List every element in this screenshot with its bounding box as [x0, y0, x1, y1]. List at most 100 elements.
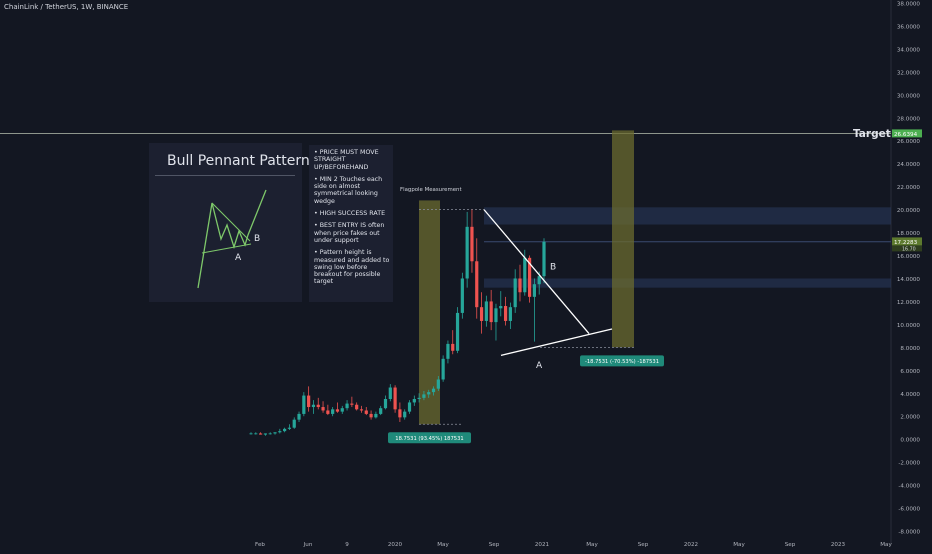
pennant-diagram: A B — [197, 189, 267, 289]
pennant-label-b: B — [550, 262, 556, 272]
x-tick-label: 2023 — [831, 542, 846, 548]
y-tick-label: 0.0000 — [900, 438, 920, 444]
target-label: Target — [853, 128, 891, 140]
pattern-title: Bull Pennant Pattern — [167, 153, 310, 169]
x-tick-label: 2021 — [535, 542, 550, 548]
candle-body — [532, 284, 536, 297]
pennant-diagram-upper-line — [211, 202, 251, 242]
candle-body — [273, 432, 277, 434]
y-tick-label: 16.0000 — [897, 254, 921, 260]
candle-body — [316, 404, 320, 408]
candle-body — [369, 413, 373, 418]
y-tick-label: 26.0000 — [897, 139, 921, 145]
y-tick-label: 12.0000 — [897, 300, 921, 306]
candle-body — [359, 409, 364, 411]
candle-body — [326, 410, 330, 414]
candle-body — [292, 419, 296, 428]
pattern-title-divider — [155, 175, 295, 176]
note-item: • HIGH SUCCESS RATE — [314, 210, 386, 218]
candle-body — [302, 395, 306, 414]
candle-body — [249, 433, 253, 435]
note-item: • Pattern height is measured and added t… — [314, 249, 390, 286]
notes-box: • PRICE MUST MOVE STRAIGHT UP/BEFOREHAND… — [309, 145, 393, 302]
candle-body — [259, 433, 263, 435]
candle-body — [345, 403, 349, 409]
measure-label-1: 18.7531 (93.45%) 187531 — [395, 436, 463, 442]
candle-body — [489, 301, 493, 323]
x-tick-label: Feb — [255, 542, 265, 548]
x-tick-label: Sep — [489, 542, 500, 548]
x-tick-label: 2022 — [684, 542, 698, 548]
y-tick-label: -6.0000 — [898, 507, 920, 513]
last-price-sub-tag-bg — [892, 245, 922, 252]
x-tick-label: 9 — [345, 542, 349, 548]
target-price-tag-bg — [892, 129, 922, 138]
x-tick-label: Sep — [785, 542, 796, 548]
candle-body — [283, 428, 287, 432]
y-tick-label: 20.0000 — [897, 208, 921, 214]
candle-body — [494, 308, 498, 323]
candle-body — [503, 306, 508, 321]
candle-body — [335, 409, 340, 412]
candle-body — [460, 278, 464, 313]
pattern-info-box: Bull Pennant Pattern A B — [149, 143, 310, 302]
x-tick-label: May — [733, 542, 745, 548]
y-tick-label: 8.0000 — [900, 346, 920, 352]
y-tick-label: 18.0000 — [897, 231, 921, 237]
y-tick-label: 24.0000 — [897, 162, 921, 168]
candle-body — [331, 409, 335, 414]
candle-body — [311, 404, 316, 408]
last-price-sub-tag: 16.70 — [902, 246, 916, 252]
last-price-tag: 17.2283 — [894, 240, 918, 246]
candle-body — [470, 226, 474, 262]
y-tick-label: -2.0000 — [898, 461, 920, 467]
candle-body — [422, 394, 426, 398]
measure-label-1-bg — [388, 432, 471, 444]
candle-body — [484, 301, 488, 321]
candle-body — [388, 387, 392, 399]
candle-body — [513, 278, 517, 308]
y-tick-label: 38.0000 — [897, 2, 921, 8]
note-item: • BEST ENTRY IS often when price fakes o… — [314, 222, 385, 244]
note-item: • MIN 2 Touches each side on almost symm… — [314, 175, 383, 205]
candle-body — [307, 395, 311, 408]
candle-body — [398, 409, 402, 418]
note-item: • PRICE MUST MOVE STRAIGHT UP/BEFOREHAND — [314, 149, 379, 171]
candle-body — [455, 312, 460, 351]
candle-body — [287, 427, 292, 429]
y-tick-label: 36.0000 — [897, 24, 921, 30]
candle-body — [374, 413, 378, 418]
candle-body — [364, 410, 368, 414]
y-tick-label: -8.0000 — [898, 530, 920, 536]
candle-body — [383, 399, 388, 409]
pennant-diagram-lower-line — [201, 243, 252, 254]
x-tick-label: May — [437, 542, 449, 548]
candle-body — [475, 261, 479, 308]
candle-body — [355, 404, 359, 410]
y-tick-label: 22.0000 — [897, 185, 921, 191]
measure-label-2-bg — [580, 355, 664, 367]
y-tick-label: 34.0000 — [897, 47, 921, 53]
symbol-title[interactable]: ChainLink / TetherUS, 1W, BINANCE — [4, 3, 129, 11]
y-tick-label: -4.0000 — [898, 484, 920, 490]
y-tick-label: 28.0000 — [897, 116, 921, 122]
candle-body — [350, 403, 354, 405]
y-tick-label: 14.0000 — [897, 277, 921, 283]
candle-body — [417, 397, 421, 399]
candle-body — [412, 399, 416, 403]
y-tick-label: 4.0000 — [900, 392, 920, 398]
pennant-resistance-line — [483, 209, 590, 334]
candle-body — [403, 411, 407, 418]
pennant-diagram-label-b: B — [254, 234, 260, 244]
target-measure-box — [612, 130, 634, 348]
candle-body — [321, 407, 325, 411]
x-tick-label: Sep — [638, 542, 649, 548]
candle-body — [379, 408, 383, 414]
candle-body — [263, 433, 268, 435]
candle-body — [518, 278, 522, 293]
x-tick-label: May — [880, 542, 892, 548]
candle-body — [436, 379, 440, 389]
candle-body — [537, 276, 541, 285]
